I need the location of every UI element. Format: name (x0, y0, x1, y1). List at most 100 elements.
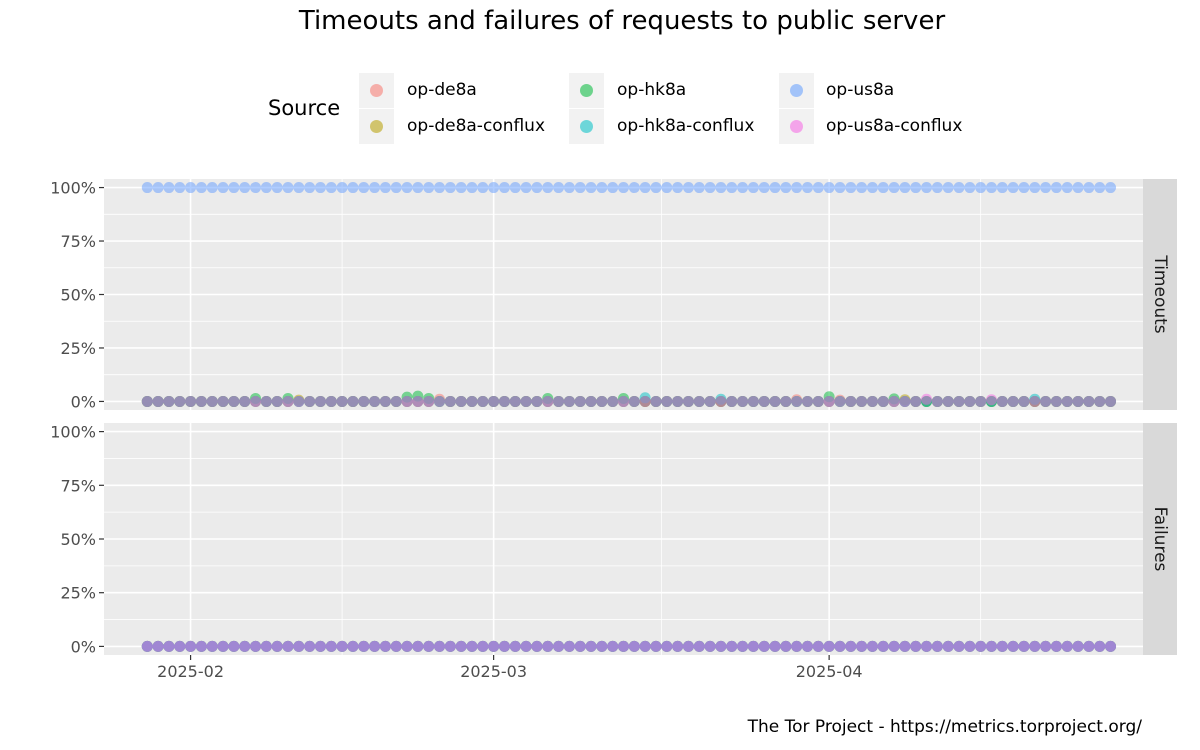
data-point-op-us8a-conflux (412, 395, 424, 407)
data-point-op-us8a-conflux (1061, 640, 1073, 652)
data-point-op-us8a-conflux (964, 640, 976, 652)
data-point-op-us8a-conflux (455, 640, 467, 652)
data-point-op-us8a-conflux (325, 640, 337, 652)
data-point-op-us8a-conflux (195, 640, 207, 652)
data-point-op-us8a (888, 182, 900, 194)
data-point-op-us8a-conflux (845, 640, 857, 652)
data-point-op-us8a-conflux (812, 395, 824, 407)
data-point-op-us8a (358, 182, 370, 194)
chart-title: Timeouts and failures of requests to pub… (298, 6, 946, 36)
legend-label-op-hk8a-conflux: op-hk8a-conflux (617, 116, 755, 136)
data-point-op-us8a (834, 182, 846, 194)
y-tick-label: 75% (60, 476, 96, 495)
data-point-op-us8a-conflux (195, 395, 207, 407)
data-point-op-us8a-conflux (282, 640, 294, 652)
data-point-op-us8a-conflux (498, 640, 510, 652)
data-point-op-us8a-conflux (866, 395, 878, 407)
data-point-op-us8a (964, 182, 976, 194)
data-point-op-us8a (801, 182, 813, 194)
data-point-op-us8a (639, 182, 651, 194)
data-point-op-us8a (1083, 182, 1095, 194)
data-point-op-us8a (985, 182, 997, 194)
legend-label-op-us8a: op-us8a (826, 80, 895, 100)
data-point-op-us8a-conflux (574, 640, 586, 652)
data-point-op-us8a-conflux (845, 395, 857, 407)
data-point-op-us8a (509, 182, 521, 194)
legend-label-op-hk8a: op-hk8a (617, 80, 687, 100)
data-point-op-us8a-conflux (217, 395, 229, 407)
data-point-op-us8a (271, 182, 283, 194)
data-point-op-us8a-conflux (466, 640, 478, 652)
data-point-op-us8a-conflux (520, 640, 532, 652)
y-tick-label: 25% (60, 339, 96, 358)
data-point-op-us8a-conflux (758, 395, 770, 407)
data-point-op-us8a-conflux (726, 395, 738, 407)
data-point-op-us8a-conflux (942, 395, 954, 407)
data-point-op-us8a-conflux (899, 640, 911, 652)
data-point-op-us8a-conflux (152, 640, 164, 652)
data-point-op-us8a-conflux (553, 640, 565, 652)
data-point-op-us8a-conflux (1072, 640, 1084, 652)
data-point-op-us8a (531, 182, 543, 194)
data-point-op-us8a (585, 182, 597, 194)
data-point-op-us8a (661, 182, 673, 194)
data-point-op-us8a (314, 182, 326, 194)
data-point-op-us8a-conflux (163, 395, 175, 407)
data-point-op-us8a-conflux (553, 395, 565, 407)
data-point-op-us8a-conflux (574, 395, 586, 407)
data-point-op-us8a-conflux (910, 640, 922, 652)
data-point-op-us8a-conflux (250, 395, 262, 407)
data-point-op-us8a-conflux (1094, 395, 1106, 407)
data-point-op-us8a (596, 182, 608, 194)
legend-key-op-us8a-conflux (779, 109, 814, 144)
data-point-op-us8a (726, 182, 738, 194)
data-point-op-us8a (758, 182, 770, 194)
data-point-op-us8a (1061, 182, 1073, 194)
data-point-op-us8a-conflux (650, 640, 662, 652)
data-point-op-us8a-conflux (715, 395, 727, 407)
data-point-op-us8a (823, 182, 835, 194)
data-point-op-us8a-conflux (715, 640, 727, 652)
data-point-op-us8a-conflux (563, 640, 575, 652)
data-point-op-us8a-conflux (780, 395, 792, 407)
data-point-op-us8a-conflux (607, 395, 619, 407)
data-point-op-us8a-conflux (498, 395, 510, 407)
data-point-op-us8a-conflux (1018, 640, 1030, 652)
data-point-op-us8a-conflux (239, 640, 251, 652)
data-point-op-us8a (931, 182, 943, 194)
data-point-op-us8a-conflux (672, 395, 684, 407)
data-point-op-us8a-conflux (466, 395, 478, 407)
data-point-op-us8a-conflux (1029, 395, 1041, 407)
data-point-op-us8a-conflux (975, 640, 987, 652)
data-point-op-us8a (780, 182, 792, 194)
data-point-op-us8a (498, 182, 510, 194)
data-point-op-us8a-conflux (737, 640, 749, 652)
data-point-op-us8a-conflux (206, 640, 218, 652)
data-point-op-us8a (520, 182, 532, 194)
data-point-op-us8a-conflux (423, 640, 435, 652)
data-point-op-us8a-conflux (769, 395, 781, 407)
data-point-op-us8a-conflux (444, 640, 456, 652)
data-point-op-us8a-conflux (444, 395, 456, 407)
data-point-op-us8a-conflux (282, 395, 294, 407)
data-point-op-us8a (336, 182, 348, 194)
data-point-op-us8a (921, 182, 933, 194)
data-point-op-us8a-conflux (834, 395, 846, 407)
data-point-op-us8a (477, 182, 489, 194)
data-point-op-us8a-conflux (141, 395, 153, 407)
data-point-op-us8a-conflux (596, 395, 608, 407)
data-point-op-us8a-conflux (509, 395, 521, 407)
data-point-op-us8a (1018, 182, 1030, 194)
data-point-op-us8a (379, 182, 391, 194)
data-point-op-us8a-conflux (628, 395, 640, 407)
data-point-op-us8a-conflux (563, 395, 575, 407)
legend-label-op-de8a: op-de8a (407, 80, 477, 100)
data-point-op-us8a-conflux (1018, 395, 1030, 407)
data-point-op-us8a (434, 182, 446, 194)
data-point-op-us8a-conflux (834, 640, 846, 652)
data-point-op-us8a-conflux (585, 640, 597, 652)
y-tick-label: 100% (50, 179, 96, 198)
data-point-op-us8a (282, 182, 294, 194)
